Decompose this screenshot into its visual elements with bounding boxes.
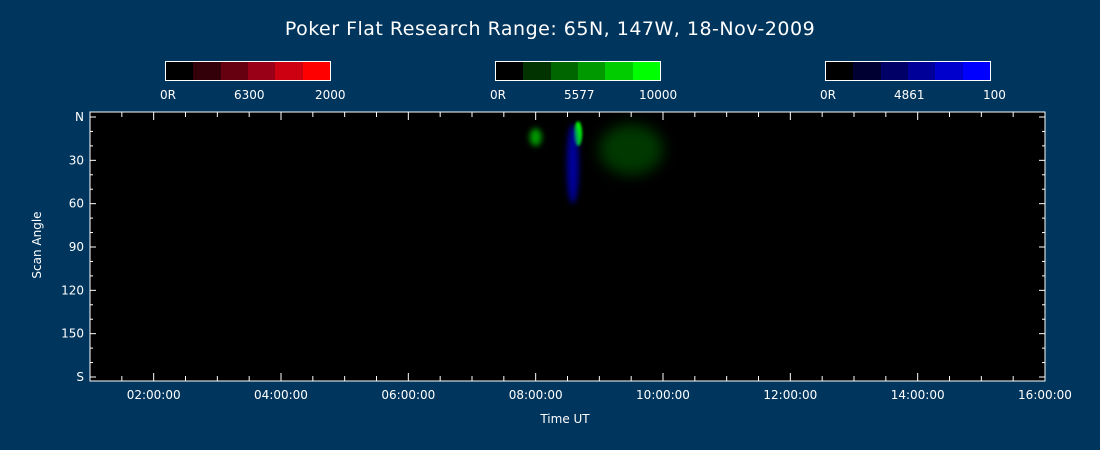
colorbar-5577-min-label: 0R xyxy=(490,88,506,102)
colorbar-5577 xyxy=(495,61,661,81)
colorbar-4861 xyxy=(825,61,991,81)
colorbar-6300-min-label: 0R xyxy=(160,88,176,102)
x-tick-label: 16:00:00 xyxy=(1018,388,1072,402)
colorbar-swatch xyxy=(826,62,854,80)
colorbar-5577-mid-label: 5577 xyxy=(564,88,595,102)
colorbar-swatch xyxy=(496,62,524,80)
aurora-feature xyxy=(566,124,579,204)
y-tick-label: 30 xyxy=(69,153,84,167)
y-tick-label: 150 xyxy=(61,327,84,341)
colorbar-swatch xyxy=(632,62,660,80)
x-tick-label: 08:00:00 xyxy=(509,388,563,402)
y-tick-label: N xyxy=(75,110,84,124)
colorbar-6300 xyxy=(165,61,331,81)
y-tick-label: 120 xyxy=(61,283,84,297)
colorbar-4861-max-label: 100 xyxy=(983,88,1006,102)
x-tick-label: 14:00:00 xyxy=(891,388,945,402)
colorbar-swatch xyxy=(550,62,578,80)
colorbar-swatch xyxy=(577,62,606,80)
aurora-feature xyxy=(529,128,542,146)
y-tick-label: 90 xyxy=(69,240,84,254)
y-tick-label: S xyxy=(76,370,84,384)
x-tick-label: 10:00:00 xyxy=(636,388,690,402)
x-axis-label: Time UT xyxy=(540,412,590,426)
aurora-features xyxy=(529,121,664,204)
colorbar-6300-mid-label: 6300 xyxy=(234,88,265,102)
colorbar-swatch xyxy=(193,62,221,80)
colorbar-swatch xyxy=(935,62,963,80)
colorbar-swatch xyxy=(247,62,276,80)
x-tick-label: 06:00:00 xyxy=(381,388,435,402)
colorbar-swatch xyxy=(220,62,248,80)
colorbar-6300-max-label: 2000 xyxy=(315,88,346,102)
y-axis-ticks: N 30 60 90 120 150 S xyxy=(61,110,1045,384)
chart-title: Poker Flat Research Range: 65N, 147W, 18… xyxy=(284,18,816,40)
colorbar-5577-max-label: 10000 xyxy=(639,88,678,102)
colorbar-swatch xyxy=(275,62,303,80)
y-axis-label: Scan Angle xyxy=(30,211,44,279)
x-tick-label: 02:00:00 xyxy=(127,388,181,402)
colorbar-swatch xyxy=(166,62,194,80)
aurora-feature xyxy=(599,124,664,175)
colorbar-swatch xyxy=(523,62,551,80)
y-tick-label: 60 xyxy=(69,197,84,211)
x-tick-label: 12:00:00 xyxy=(763,388,817,402)
colorbar-4861-mid-label: 4861 xyxy=(894,88,925,102)
colorbar-swatch xyxy=(880,62,908,80)
colorbar-swatch xyxy=(853,62,881,80)
x-tick-label: 04:00:00 xyxy=(254,388,308,402)
colorbar-swatch xyxy=(605,62,633,80)
x-axis-ticks: 02:00:00 04:00:00 06:00:00 08:00:00 10:00:00… xyxy=(121,112,1072,402)
colorbar-swatch xyxy=(302,62,330,80)
colorbar-4861-min-label: 0R xyxy=(820,88,836,102)
colorbar-swatch xyxy=(907,62,936,80)
colorbar-swatch xyxy=(962,62,990,80)
